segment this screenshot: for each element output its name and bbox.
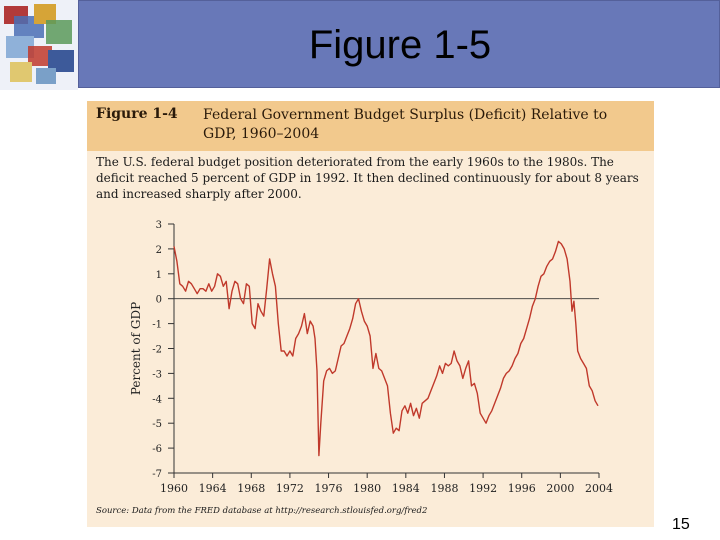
x-tick-label: 1996 [508, 482, 536, 495]
y-tick-label: -4 [152, 394, 162, 405]
y-tick-label: 1 [156, 270, 162, 281]
y-tick-label: -5 [152, 419, 162, 430]
figure-caption: The U.S. federal budget position deterio… [96, 155, 639, 201]
slide-title: Figure 1-5 [308, 23, 492, 67]
y-tick-label: -1 [152, 320, 162, 331]
y-tick-label: 3 [156, 220, 162, 231]
budget-line-chart: 3 2 1 0 -1 -2 -3 -4 -5 -6 -7 1960 1964 1968 1972 1976 19… [129, 220, 613, 495]
y-axis-label: Percent of GDP [129, 302, 143, 395]
figure-source: Source: Data from the FRED database at h… [96, 506, 428, 516]
x-tick-label: 1972 [276, 482, 304, 495]
x-tick-label: 2004 [585, 482, 613, 495]
y-tick-label: -7 [152, 469, 162, 480]
y-tick-label: -6 [152, 444, 162, 455]
title-bar: Figure 1-5 [78, 0, 720, 88]
series-line [173, 240, 599, 457]
figure-panel: Figure 1-4 Federal Government Budget Sur… [87, 101, 654, 527]
y-tick-label: -3 [152, 369, 162, 380]
page-number: 15 [672, 516, 690, 533]
y-tick-label: 0 [156, 295, 162, 306]
figure-label: Figure 1-4 [96, 106, 178, 122]
x-tick-label: 1968 [237, 482, 265, 495]
x-tick-label: 1964 [199, 482, 227, 495]
x-tick-label: 2000 [546, 482, 574, 495]
x-tick-label: 1988 [430, 482, 458, 495]
x-tick-label: 1992 [469, 482, 497, 495]
x-tick-label: 1980 [353, 482, 381, 495]
x-tick-label: 1960 [160, 482, 188, 495]
y-tick-label: 2 [156, 245, 162, 256]
presentation-logo [0, 0, 78, 90]
figure-header: Figure 1-4 Federal Government Budget Sur… [87, 101, 654, 151]
x-tick-label: 1984 [392, 482, 420, 495]
x-tick-label: 1976 [315, 482, 343, 495]
y-tick-label: -2 [152, 345, 162, 356]
figure-title: Federal Government Budget Surplus (Defic… [203, 107, 608, 142]
